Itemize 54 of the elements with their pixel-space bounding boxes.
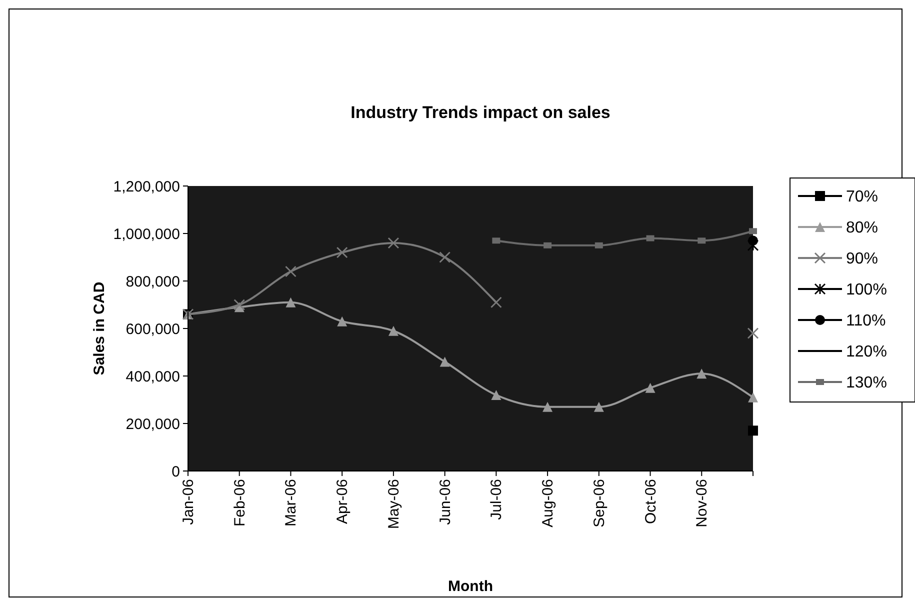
- point: [749, 228, 757, 234]
- legend-label: 90%: [846, 250, 878, 268]
- point: [748, 426, 758, 436]
- legend-label: 120%: [846, 344, 887, 361]
- x-tick-label: Apr-06: [334, 479, 352, 524]
- point: [234, 299, 246, 310]
- legend-label: 130%: [846, 374, 887, 392]
- x-tick-label: Sep-06: [590, 479, 608, 528]
- x-tick-label: Feb-06: [231, 479, 248, 527]
- point: [388, 237, 400, 249]
- point: [544, 242, 552, 248]
- legend-label: 70%: [846, 188, 878, 206]
- x-tick-label: Mar-06: [282, 479, 300, 527]
- x-tick-label: Aug-06: [540, 479, 557, 528]
- point: [440, 356, 450, 367]
- point: [594, 242, 603, 248]
- x-tick-label: May-06: [385, 479, 402, 530]
- x-tick-label: Jan-06: [180, 479, 197, 525]
- point: [286, 297, 296, 308]
- chart-title: Industry Trends impact on sales: [350, 103, 610, 122]
- point: [594, 402, 604, 412]
- point: [542, 402, 553, 412]
- y-tick-label: 1,000,000: [113, 226, 180, 243]
- point: [284, 266, 296, 278]
- y-axis-title: Sales in CAD: [91, 282, 108, 376]
- point: [645, 382, 656, 393]
- x-tick-label: Jun-06: [436, 479, 454, 525]
- legend-label: 80%: [846, 220, 878, 237]
- x-tick-label: Jul-06: [488, 479, 506, 520]
- point: [336, 246, 348, 258]
- point: [439, 252, 451, 263]
- point: [698, 238, 706, 244]
- x-tick-label: Oct-06: [642, 479, 660, 524]
- point: [490, 296, 502, 308]
- point: [388, 326, 398, 336]
- y-tick-label: 600,000: [126, 320, 180, 338]
- point: [491, 390, 502, 400]
- legend-label: 110%: [846, 312, 886, 330]
- y-tick-label: 0: [172, 463, 180, 480]
- point: [337, 316, 348, 326]
- y-tick-label: 1,200,000: [113, 178, 180, 196]
- point: [747, 240, 759, 252]
- point: [748, 392, 758, 402]
- y-tick-label: 800,000: [126, 273, 180, 290]
- point: [492, 238, 500, 244]
- x-axis-title: Month: [448, 578, 493, 595]
- x-tick-label: Nov-06: [694, 479, 711, 528]
- point: [747, 328, 759, 339]
- point: [748, 236, 758, 246]
- y-tick-label: 200,000: [126, 416, 180, 433]
- point: [696, 368, 707, 379]
- legend-label: 100%: [846, 282, 887, 299]
- point: [646, 235, 654, 242]
- y-tick-label: 400,000: [126, 368, 180, 386]
